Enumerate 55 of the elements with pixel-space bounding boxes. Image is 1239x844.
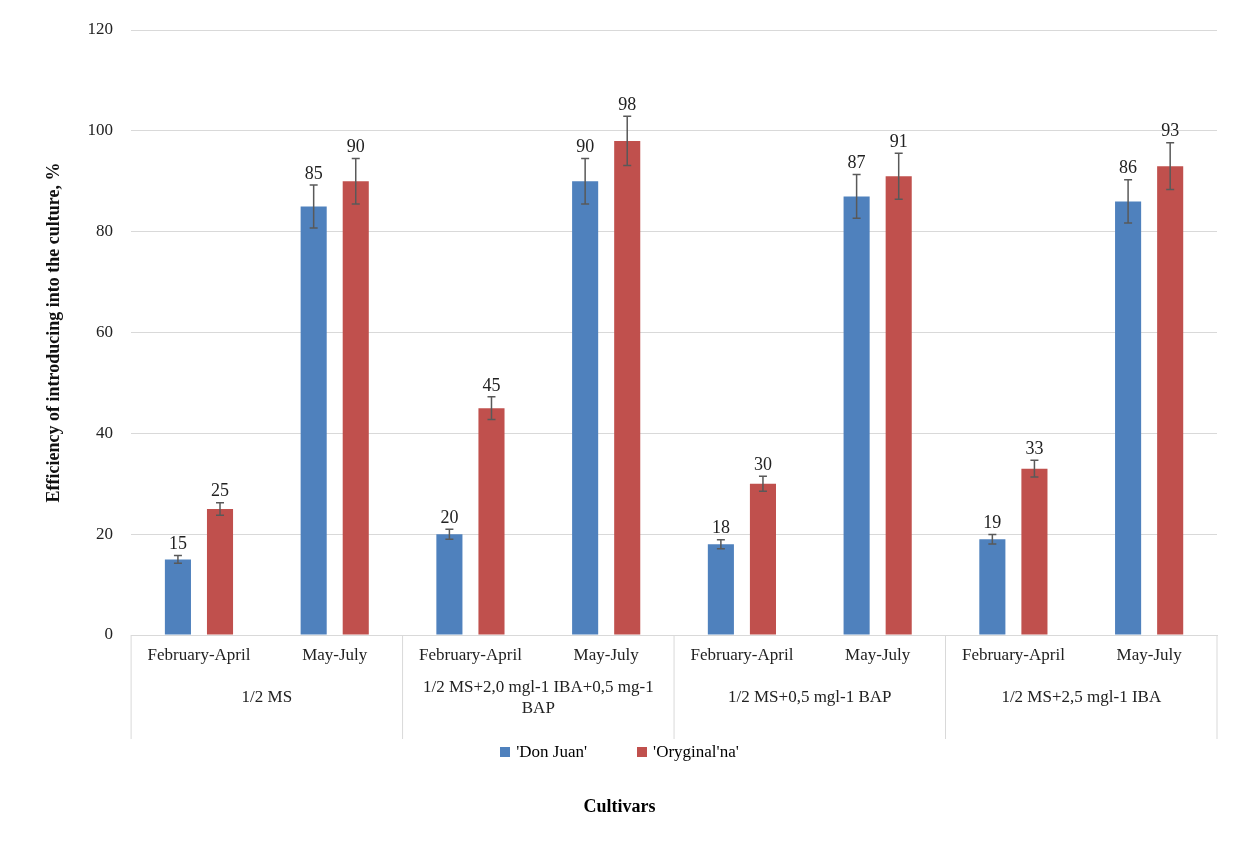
x-tick-label: February-April: [147, 644, 251, 664]
legend-label: 'Don Juan': [515, 742, 588, 762]
bar: [436, 534, 463, 635]
y-tick-label: 20: [96, 523, 114, 543]
x-tick-label: February-April: [418, 644, 523, 664]
data-label: 86: [1119, 157, 1138, 178]
y-axis-title: Efficiency of introducing into the culture, %: [43, 162, 64, 503]
y-tick-label: 120: [87, 19, 114, 39]
data-label: 45: [482, 374, 501, 395]
text: 1/2 MS+2,0 mgl-1 IBA+0,5 mg-1 BAP: [422, 677, 654, 718]
bar: [164, 559, 191, 635]
y-tick-label: 0: [104, 624, 114, 644]
y-tick-label: 100: [87, 120, 114, 140]
text: 1/2 MS: [241, 687, 293, 707]
data-label: 98: [618, 93, 637, 114]
data-label: 20: [440, 506, 459, 527]
y-tick-label: 60: [96, 321, 114, 341]
bar: [300, 206, 327, 635]
data-label: 93: [1161, 120, 1180, 141]
data-label: 33: [1025, 438, 1044, 459]
text: 1/2 MS+2,5 mgl-1 IBA: [1001, 687, 1162, 707]
x-tick-label: May-July: [302, 644, 368, 664]
bar: [707, 544, 734, 635]
x-tick-label: May-July: [845, 644, 911, 664]
bar: [885, 176, 912, 635]
bar: [749, 483, 776, 635]
bar: [478, 408, 505, 635]
data-label: 30: [753, 453, 772, 474]
data-label: 18: [711, 517, 730, 538]
text: Cultivars: [582, 796, 657, 817]
x-tick-label: May-July: [1116, 644, 1183, 664]
data-label: 91: [889, 131, 908, 151]
x-tick-label: February-April: [961, 644, 1066, 664]
data-label: 90: [346, 136, 365, 157]
y-tick-label: 80: [96, 221, 114, 241]
x-tick-label: May-July: [573, 644, 640, 664]
bar: [342, 181, 369, 635]
bar: [979, 539, 1006, 635]
bar: [614, 140, 641, 635]
legend-label: 'Oryginal'na': [652, 742, 739, 762]
data-label: 25: [211, 480, 230, 501]
bar: [572, 181, 599, 635]
bar: [1157, 166, 1184, 635]
data-label: 15: [168, 533, 187, 554]
data-label: 90: [576, 136, 595, 157]
bar: [1021, 468, 1048, 635]
data-label: 87: [847, 152, 866, 173]
y-tick-label: 40: [96, 422, 114, 442]
bar: [206, 508, 234, 635]
bar: [843, 196, 870, 635]
x-tick-label: February-April: [690, 644, 794, 664]
data-label: 85: [304, 162, 323, 183]
data-label: 19: [983, 512, 1002, 533]
bar: [1115, 201, 1142, 635]
text: 1/2 MS+0,5 mgl-1 BAP: [728, 687, 892, 707]
